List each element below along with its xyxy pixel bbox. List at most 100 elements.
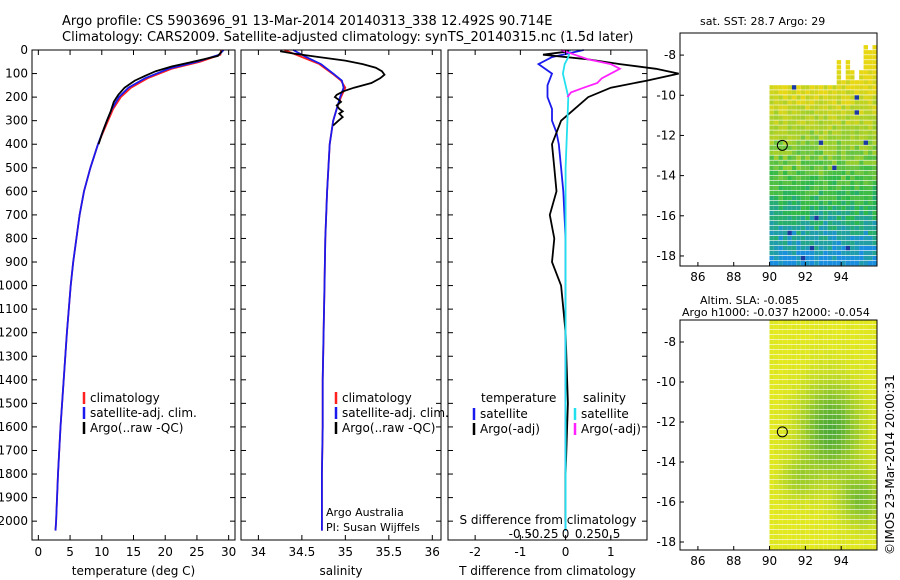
sla-cell (783, 400, 788, 405)
sla-cell (859, 445, 864, 450)
sla-cell (859, 320, 864, 325)
sst-cell (827, 220, 833, 226)
sla-cell (823, 325, 828, 330)
sla-cell (774, 440, 779, 445)
y-tick-label-10: 1000 (0, 279, 28, 293)
sst-cell (827, 150, 833, 155)
sla-cell (796, 440, 801, 445)
sst-cell (845, 170, 851, 175)
sla-cell (845, 395, 851, 400)
sla-cell (814, 520, 819, 525)
sla-cell (832, 520, 837, 525)
sla-cell (868, 455, 873, 460)
sst-cell (791, 130, 797, 135)
sst-cell (787, 170, 792, 175)
sla-cell (850, 500, 855, 505)
sla-cell (796, 330, 801, 335)
sla-cell (827, 425, 833, 430)
sla-cell (787, 440, 792, 445)
sla-cell (783, 330, 788, 335)
sst-cell (850, 250, 855, 256)
sla-cell (850, 345, 855, 350)
sst-cell (845, 235, 851, 241)
sla-cell (787, 410, 792, 415)
sst-cell (769, 130, 774, 135)
sla-cell (778, 485, 783, 490)
sst-cell (774, 110, 779, 115)
sla-cell (827, 385, 833, 390)
sla-cell (769, 425, 774, 430)
sla-cell (859, 345, 864, 350)
sla-cell (809, 320, 815, 325)
sla-cell (850, 410, 855, 415)
sst-cell (863, 70, 868, 75)
sla-cell (872, 485, 877, 490)
sla-cell (845, 385, 851, 390)
sst-cell (783, 180, 788, 185)
sst-cell (845, 165, 851, 170)
sst-cell (823, 155, 828, 160)
sla-cell (791, 450, 797, 455)
sla-cell (841, 525, 846, 530)
sla-cell (818, 400, 824, 405)
sla-cell (868, 425, 873, 430)
sla-cell (859, 380, 864, 385)
sst-cell (827, 256, 833, 261)
sla-cell (841, 365, 846, 370)
sst-cell (783, 165, 788, 170)
sla-cell (872, 520, 877, 525)
sst-cell (836, 205, 842, 211)
sst-cell (841, 210, 846, 216)
sla-cell (769, 325, 774, 330)
sst-cell (814, 185, 819, 191)
sst-cell (854, 261, 859, 266)
sla-cell (796, 420, 801, 425)
sla-cell (872, 455, 877, 460)
sla-cell (859, 470, 864, 475)
sla-cell (868, 440, 873, 445)
sla-cell (850, 525, 855, 530)
sla-cell (769, 340, 774, 345)
sla-cell (868, 415, 873, 420)
sla-cell (814, 355, 819, 360)
sst-cell (850, 135, 855, 140)
sst-cell (809, 165, 815, 170)
sla-cell (809, 515, 815, 520)
sst-cell (778, 165, 783, 170)
sla-cell (778, 360, 783, 365)
sst-cell (800, 250, 806, 256)
sla-cell (796, 335, 801, 340)
sla-cell (774, 465, 779, 470)
sla-cell (800, 460, 806, 465)
sla-cell (818, 490, 824, 495)
sla-cell (863, 485, 868, 490)
sla-cell (809, 530, 815, 535)
sla-cell (805, 435, 810, 440)
sst-cell (841, 140, 846, 145)
sst-cell (868, 130, 873, 135)
sla-cell (859, 340, 864, 345)
sla-cell (796, 485, 801, 490)
sla-cell (769, 430, 774, 435)
sla-cell (823, 520, 828, 525)
sla-cell (783, 525, 788, 530)
map-y-tick-label-sst-0: -8 (664, 48, 676, 62)
sst-cell (845, 145, 851, 150)
sla-cell (845, 365, 851, 370)
sst-cell (800, 95, 806, 100)
sst-cell (859, 135, 864, 140)
sst-cell (841, 145, 846, 150)
sst-cell (818, 85, 824, 90)
sst-cell (863, 230, 868, 236)
sst-cell (796, 135, 801, 140)
sla-cell (783, 500, 788, 505)
sla-cell (845, 400, 851, 405)
sla-cell (823, 515, 828, 520)
sst-cell (800, 205, 806, 211)
sla-cell (800, 495, 806, 500)
sst-cell (859, 105, 864, 110)
sst-cell (769, 125, 774, 130)
sst-cell (796, 205, 801, 211)
map-y-tick-label-sla-4: -16 (656, 495, 676, 509)
sla-cell (863, 350, 868, 355)
